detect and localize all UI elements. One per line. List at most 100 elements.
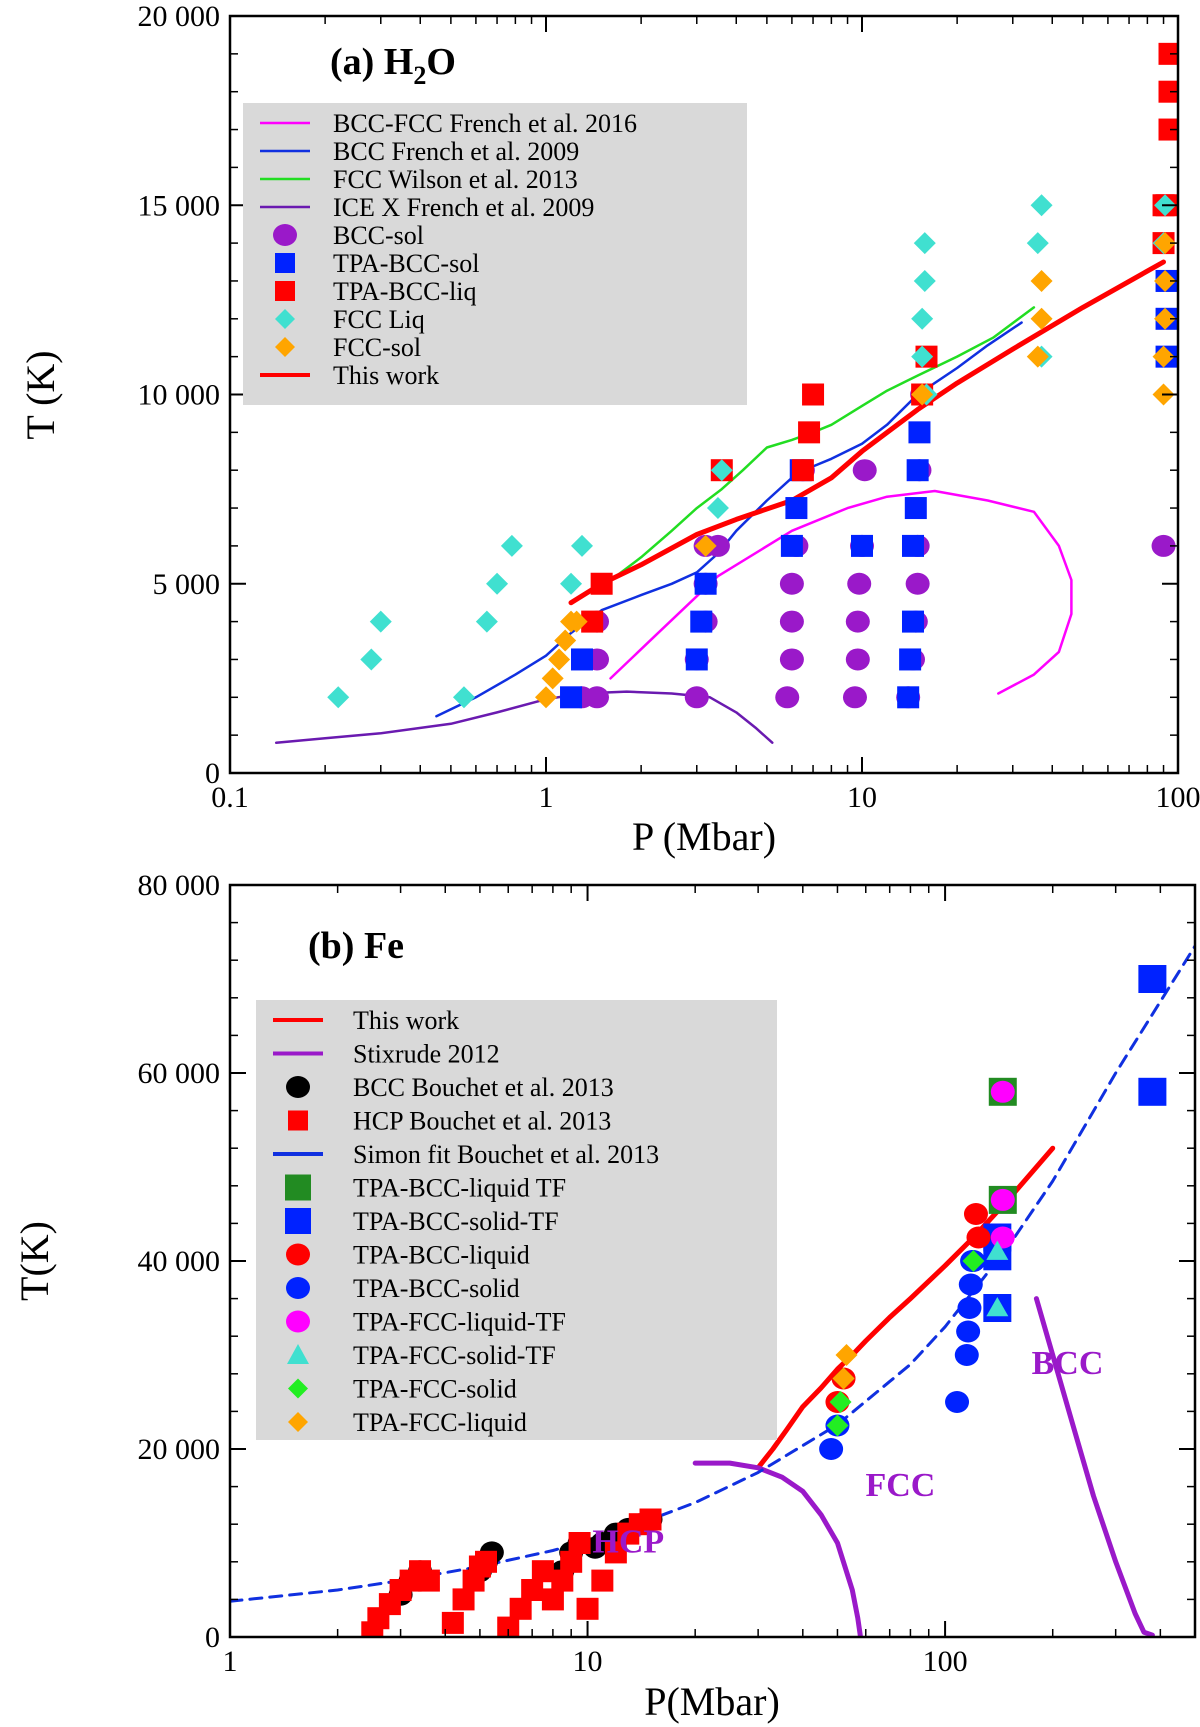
point-fcc-sol [1030,307,1053,330]
legend-symbol-tpa-bcc-liquid-tf [285,1174,311,1201]
point-tpa-bcc-solid-tf [1138,965,1167,993]
point-tpa-bcc-solid [954,1344,979,1366]
point-bcc-sol [779,610,804,633]
point-hcp-bouchet-et-al-2013 [475,1550,498,1573]
point-hcp-bouchet-et-al-2013 [417,1569,440,1592]
point-fcc-sol [1154,232,1177,255]
point-tpa-bcc-sol [780,534,803,557]
point-hcp-bouchet-et-al-2013 [604,1541,627,1564]
point-tpa-bcc-sol [904,497,927,520]
point-tpa-bcc-liq [1158,42,1178,65]
point-tpa-bcc-sol [908,421,931,444]
point-tpa-fcc-liquid [835,1344,858,1366]
legend-label-ice-x-french-et-al-2009: ICE X French et al. 2009 [333,193,594,222]
point-fcc-sol [541,667,564,690]
point-tpa-bcc-sol [901,610,924,633]
legend-label-tpa-bcc-liq: TPA-BCC-liq [333,277,477,306]
point-bcc-sol [779,648,804,671]
legend-symbol-fcc-liq [275,309,295,329]
panel-a-xlabel: P (Mbar) [632,814,776,859]
y-tick-label: 20 000 [138,1433,221,1466]
point-fcc-liq [911,307,934,330]
point-bcc-sol [775,686,800,709]
legend-label-fcc-sol: FCC-sol [333,333,421,362]
point-tpa-bcc-sol [851,534,873,557]
point-tpa-fcc-solid [829,1391,852,1413]
region-label-fcc: FCC [865,1467,935,1504]
point-tpa-bcc-liq [1158,118,1178,141]
point-fcc-liq [913,269,936,292]
point-bcc-sol [845,610,870,633]
legend-label-bcc-french-et-al-2009: BCC French et al. 2009 [333,137,579,166]
point-fcc-sol [694,534,717,557]
panel-b-xlabel: P(Mbar) [644,1679,780,1724]
panel-b-plot-content [230,944,1195,1637]
legend-label-hcp-bouchet-et-al-2013: HCP Bouchet et al. 2013 [353,1107,611,1136]
point-tpa-bcc-liq [581,610,604,633]
panel-b-title: (b) Fe [308,925,404,967]
point-tpa-fcc-solid [826,1414,849,1437]
x-tick-label: 100 [923,1645,968,1678]
y-tick-label: 0 [205,757,220,790]
point-tpa-fcc-liquid-tf [990,1080,1015,1103]
point-hcp-bouchet-et-al-2013 [551,1569,574,1592]
legend-label-bcc-sol: BCC-sol [333,221,424,250]
point-tpa-fcc-solid-tf [986,1240,1009,1260]
legend-label-tpa-bcc-solid: TPA-BCC-solid [353,1274,520,1303]
point-tpa-bcc-sol [685,648,708,671]
panel-b: 0 20 000 40 000 60 000 80 000 1 10 100 This wor… [12,869,1197,1724]
point-bcc-sol [1151,534,1176,557]
point-tpa-bcc-solid [958,1273,983,1296]
point-tpa-bcc-solid-tf [1138,1077,1167,1106]
point-tpa-bcc-sol [906,459,929,482]
legend-symbol-tpa-bcc-liquid [286,1243,310,1266]
point-hcp-bouchet-et-al-2013 [591,1569,614,1592]
point-hcp-bouchet-et-al-2013 [568,1532,591,1554]
y-tick-label: 0 [205,1621,220,1654]
point-hcp-bouchet-et-al-2013 [452,1588,475,1611]
point-hcp-bouchet-et-al-2013 [639,1508,662,1531]
y-tick-label: 20 000 [138,0,221,33]
legend-label-bcc-bouchet-et-al-2013: BCC Bouchet et al. 2013 [353,1073,614,1102]
legend-label-tpa-fcc-liquid: TPA-FCC-liquid [353,1408,527,1437]
point-hcp-bouchet-et-al-2013 [576,1597,599,1620]
marker-series-group [327,42,1178,709]
x-tick-label: 10 [847,781,877,814]
point-tpa-bcc-liq [798,421,821,444]
point-hcp-bouchet-et-al-2013 [531,1560,554,1583]
point-fcc-sol [1026,345,1049,368]
point-fcc-liq [560,572,583,595]
point-tpa-bcc-liq [802,383,825,406]
point-fcc-sol [565,610,588,633]
y-tick-label: 5 000 [153,568,221,601]
point-tpa-bcc-sol [785,497,808,520]
point-bcc-sol [852,459,877,482]
series-line-bcc-fcc-french-et-al-2016 [609,489,1073,695]
point-bcc-sol [779,572,804,595]
legend-label-tpa-fcc-solid: TPA-FCC-solid [353,1375,517,1404]
legend-label-tpa-bcc-liquid-tf: TPA-BCC-liquid TF [353,1174,566,1203]
x-tick-label: 1 [539,781,554,814]
point-tpa-fcc-liquid-tf [990,1188,1015,1211]
point-tpa-bcc-sol [560,686,583,709]
panel-a-ylabel: T (K) [18,350,63,439]
legend-symbol-tpa-fcc-liquid-tf [286,1310,310,1333]
plot-area [230,944,1195,1637]
point-fcc-liq [706,497,729,520]
point-tpa-bcc-sol [901,534,924,557]
marker-series-group [361,965,1167,1637]
point-tpa-bcc-sol [690,610,713,633]
point-fcc-liq [486,572,509,595]
region-label-bcc: BCC [1032,1345,1104,1382]
point-bcc-sol [584,686,609,709]
legend-symbol-tpa-fcc-solid-tf [287,1344,309,1364]
y-tick-label: 10 000 [138,379,221,412]
legend-label-tpa-bcc-sol: TPA-BCC-sol [333,249,479,278]
point-tpa-fcc-solid-tf [986,1297,1009,1317]
point-bcc-sol [845,648,870,671]
legend-label-bcc-fcc-french-et-al-2016: BCC-FCC French et al. 2016 [333,109,637,138]
legend-symbol-bcc-bouchet-et-al-2013 [286,1076,310,1098]
point-fcc-liq [360,648,383,671]
legend-symbol-tpa-bcc-liq [275,281,295,301]
